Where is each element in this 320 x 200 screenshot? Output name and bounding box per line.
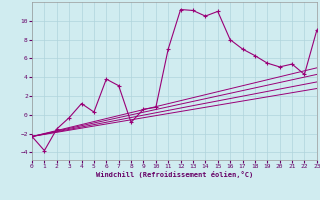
X-axis label: Windchill (Refroidissement éolien,°C): Windchill (Refroidissement éolien,°C) xyxy=(96,171,253,178)
